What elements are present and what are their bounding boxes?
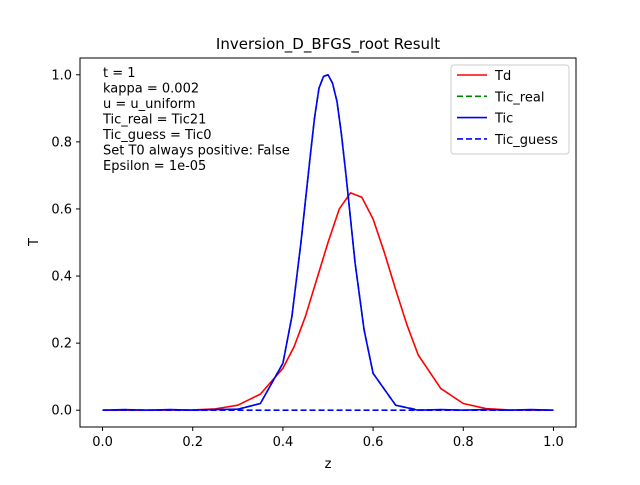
x-tick-label: 0.2 [182,435,203,450]
y-axis-ticks: 0.0 0.2 0.4 0.6 0.8 1.0 [51,68,80,419]
legend-label: Tic_real [494,90,544,105]
y-tick-label: 0.2 [51,337,72,352]
y-tick-label: 1.0 [51,68,72,83]
x-axis-ticks: 0.0 0.2 0.4 0.6 0.8 1.0 [92,427,564,450]
x-tick-label: 0.8 [453,435,474,450]
x-tick-label: 0.0 [92,435,113,450]
x-tick-label: 0.4 [273,435,294,450]
x-tick-label: 0.6 [363,435,384,450]
annotation-line: Set T0 always positive: False [103,144,290,159]
x-axis-label: z [325,457,332,472]
y-tick-label: 0.6 [51,202,72,217]
annotation-line: Epsilon = 1e-05 [103,159,206,174]
legend-box [450,64,570,155]
y-tick-label: 0.0 [51,404,72,419]
y-tick-label: 0.8 [51,135,72,150]
legend-label: Tic_guess [494,133,558,148]
axes-frame [79,57,577,428]
annotation-line: u = u_uniform [103,97,196,112]
annotation-line: kappa = 0.002 [103,82,199,97]
legend-label: Td [494,69,511,84]
legend: Td Tic_real Tic Tic_guess [450,64,570,155]
annotation-line: t = 1 [103,66,136,81]
annotation-line: Tic_real = Tic21 [102,113,206,128]
legend-label: Tic [494,112,513,127]
series-line-td [102,192,554,412]
plot-lines [102,73,554,412]
chart-title: Inversion_D_BFGS_root Result [216,35,440,54]
x-tick-label: 1.0 [543,435,564,450]
annotation-line: Tic_guess = Tic0 [102,128,212,143]
y-axis-label: T [27,238,42,247]
y-tick-label: 0.4 [51,270,72,285]
